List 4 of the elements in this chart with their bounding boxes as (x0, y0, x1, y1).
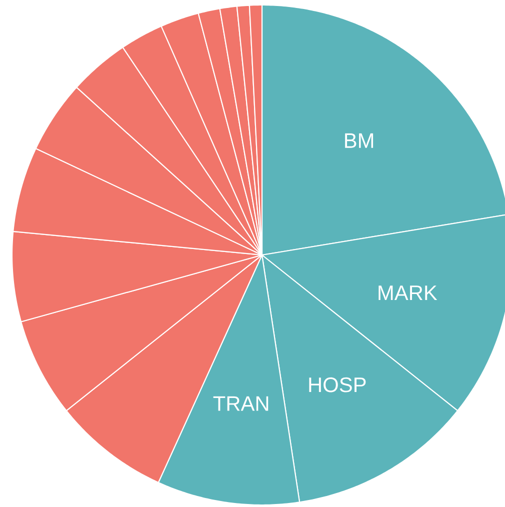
slice-label: TRAN (213, 396, 268, 411)
slice-label: MARK (378, 286, 438, 300)
slice-label: HOSP (309, 377, 366, 392)
slice-label: BM (345, 133, 374, 148)
